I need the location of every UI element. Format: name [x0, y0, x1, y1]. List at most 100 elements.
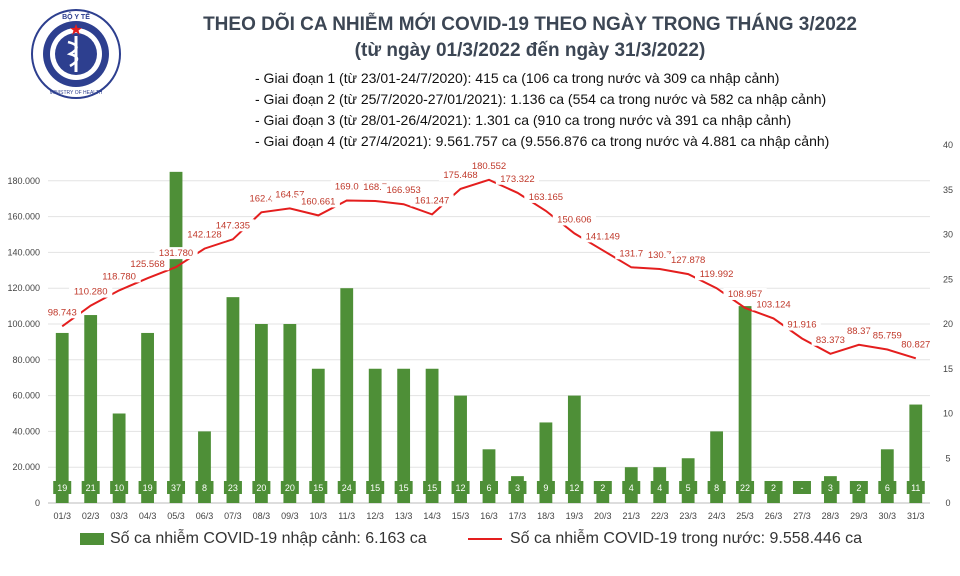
- line-label-bg: [552, 213, 596, 226]
- phase-note: - Giai đoạn 4 (từ 27/4/2021): 9.561.757 …: [255, 133, 830, 149]
- domestic-cases-line: [61, 178, 917, 360]
- y-right-tick-label: 10: [943, 409, 953, 419]
- y-right-tick-label: 20: [943, 319, 953, 329]
- bar-label-bg: [508, 481, 527, 494]
- bar-label-bg: [309, 481, 328, 494]
- bar-label-bg: [53, 481, 72, 494]
- y-left-tick-label: 120.000: [7, 283, 40, 293]
- x-tick-label: 27/3: [793, 511, 811, 521]
- line-label-bg: [615, 247, 648, 260]
- y-left-tick-label: 40.000: [12, 426, 40, 436]
- bar-31/3: [909, 404, 923, 503]
- x-tick-label: 14/3: [423, 511, 441, 521]
- bar-label-bg: [337, 481, 356, 494]
- bar-label-bg: [565, 481, 584, 494]
- line-label: 169.0: [335, 181, 359, 192]
- bar-label-bg: [110, 481, 129, 494]
- line-label-bg: [211, 219, 255, 232]
- bar-30/3: [880, 449, 894, 503]
- bar-label: 12: [456, 483, 466, 493]
- bar-label-bg: [849, 481, 868, 494]
- bar-label-bg: [593, 481, 612, 494]
- legend-label-line: Số ca nhiễm COVID-19 trong nước: 9.558.4…: [510, 530, 863, 547]
- bar-label: 3: [515, 483, 520, 493]
- bar-label: -: [800, 483, 803, 493]
- bar-label-bg: [622, 481, 641, 494]
- bar-label: 3: [828, 483, 833, 493]
- line-label-bg: [43, 306, 82, 319]
- x-tick-label: 17/3: [509, 511, 527, 521]
- line-label-bg: [97, 270, 141, 283]
- bar-label-bg: [223, 481, 242, 494]
- bar-label: 19: [57, 483, 67, 493]
- logo-top-text: BỘ Y TẾ: [62, 11, 90, 21]
- bar-03/3: [112, 413, 126, 503]
- bar-label: 22: [740, 483, 750, 493]
- bar-label-bg: [167, 481, 186, 494]
- bar-09/3: [283, 324, 297, 503]
- bar-02/3: [84, 315, 98, 503]
- bar-14/3: [425, 368, 439, 503]
- bar-15/3: [454, 395, 467, 503]
- bar-label-bg: [878, 481, 897, 494]
- bar-label: 6: [885, 483, 890, 493]
- phase-notes: - Giai đoạn 1 (từ 23/01-24/7/2020): 415 …: [255, 68, 829, 152]
- bar-label-bg: [764, 481, 783, 494]
- bar-label: 23: [228, 483, 238, 493]
- x-tick-label: 19/3: [566, 511, 584, 521]
- x-tick-label: 13/3: [395, 511, 413, 521]
- bar-label-bg: [650, 481, 669, 494]
- bar-11/3: [340, 288, 354, 503]
- line-label: 160.661: [301, 196, 335, 207]
- bar-12/3: [368, 368, 382, 503]
- line-label: 98.743: [48, 307, 77, 318]
- line-label: 127.878: [671, 255, 705, 266]
- bar-label: 8: [714, 483, 719, 493]
- x-tick-label: 07/3: [224, 511, 242, 521]
- line-label: 131.780: [159, 248, 193, 259]
- line-label: 161.247: [415, 195, 449, 206]
- line-label: 80.827: [901, 339, 930, 350]
- line-label: 162.4: [249, 193, 273, 204]
- bar-label-bg: [707, 481, 726, 494]
- line-label: 180.552: [472, 161, 506, 172]
- y-left-tick-label: 160.000: [7, 212, 40, 222]
- line-label: 83.373: [816, 335, 845, 346]
- bar-label-bg: [394, 481, 413, 494]
- bar-label-bg: [366, 481, 385, 494]
- bar-label: 21: [86, 483, 96, 493]
- x-tick-label: 12/3: [366, 511, 384, 521]
- line-label: 118.780: [102, 271, 136, 282]
- bar-label-bg: [81, 481, 100, 494]
- line-label: 110.280: [74, 287, 108, 298]
- bar-13/3: [397, 368, 411, 503]
- y-right-tick-label: 35: [943, 185, 953, 195]
- x-tick-label: 08/3: [253, 511, 271, 521]
- line-label: 163.165: [529, 192, 563, 203]
- bar-label: 24: [342, 483, 352, 493]
- phase-note: - Giai đoạn 3 (từ 28/01-26/4/2021): 1.30…: [255, 112, 792, 128]
- line-label: 164.57: [275, 189, 304, 200]
- line-label-bg: [125, 258, 170, 271]
- line-label-bg: [69, 285, 113, 298]
- line-label-bg: [811, 333, 850, 346]
- bar-label-bg: [679, 481, 698, 494]
- y-right-tick-label: 15: [943, 364, 953, 374]
- y-right-tick-label: 5: [945, 453, 950, 463]
- x-tick-label: 24/3: [708, 511, 726, 521]
- x-tick-label: 11/3: [338, 511, 355, 521]
- y-left-tick-label: 60.000: [12, 391, 40, 401]
- bar-label-bg: [906, 481, 925, 494]
- legend-item-line: Số ca nhiễm COVID-19 trong nước: 9.558.4…: [468, 530, 862, 548]
- line-label: 91.916: [787, 319, 816, 330]
- bar-label: 15: [399, 483, 409, 493]
- line-label: 173.322: [500, 174, 534, 185]
- bar-07/3: [226, 297, 240, 503]
- covid-chart: 0 20.000 40.000 60.000 80.000 100.000 120.000 1…: [7, 140, 953, 521]
- line-label: 147.335: [216, 220, 250, 231]
- line-label-bg: [666, 254, 710, 267]
- bar-label: 6: [486, 483, 491, 493]
- y-left-tick-label: 140.000: [7, 247, 40, 257]
- bar-label-bg: [792, 481, 811, 494]
- x-tick-label: 22/3: [651, 511, 669, 521]
